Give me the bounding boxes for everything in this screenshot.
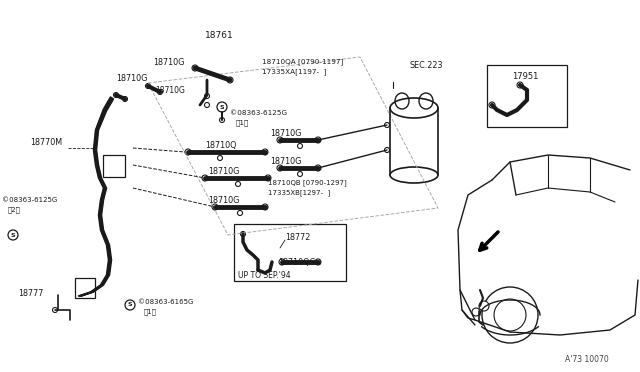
Text: 18772: 18772 xyxy=(285,232,310,241)
Circle shape xyxy=(315,259,321,265)
Text: 18710G: 18710G xyxy=(153,58,184,67)
Circle shape xyxy=(298,171,303,176)
Text: S: S xyxy=(128,302,132,308)
Circle shape xyxy=(262,204,268,210)
Text: ©08363-6165G: ©08363-6165G xyxy=(138,299,193,305)
Text: （2）: （2） xyxy=(8,207,21,213)
Text: S: S xyxy=(220,105,224,109)
Text: 18710G: 18710G xyxy=(155,86,185,94)
Circle shape xyxy=(202,175,208,181)
Circle shape xyxy=(205,103,209,108)
Circle shape xyxy=(125,300,135,310)
Circle shape xyxy=(220,118,225,122)
Bar xyxy=(234,224,346,281)
Circle shape xyxy=(262,149,268,155)
Text: 18761: 18761 xyxy=(205,31,234,39)
Circle shape xyxy=(479,301,489,311)
Circle shape xyxy=(185,149,191,155)
Text: 18710G: 18710G xyxy=(116,74,147,83)
Text: 18710G: 18710G xyxy=(270,157,301,166)
Circle shape xyxy=(157,90,163,94)
Circle shape xyxy=(113,93,118,97)
Circle shape xyxy=(236,182,241,186)
Text: 18710G: 18710G xyxy=(208,167,239,176)
Text: 17335XA[1197-  ]: 17335XA[1197- ] xyxy=(262,68,326,76)
Circle shape xyxy=(122,96,127,102)
Circle shape xyxy=(277,165,283,171)
Circle shape xyxy=(52,308,58,312)
Circle shape xyxy=(237,211,243,215)
Circle shape xyxy=(489,102,495,108)
Text: ©08363-6125G: ©08363-6125G xyxy=(230,110,287,116)
Text: 18710QC: 18710QC xyxy=(278,257,315,266)
Text: SEC.223: SEC.223 xyxy=(410,61,444,70)
Circle shape xyxy=(279,259,285,265)
Text: 17335XB[1297-  ]: 17335XB[1297- ] xyxy=(268,190,330,196)
Circle shape xyxy=(277,137,283,143)
Circle shape xyxy=(315,137,321,143)
Circle shape xyxy=(385,148,390,153)
Circle shape xyxy=(315,165,321,171)
Circle shape xyxy=(472,308,480,316)
Circle shape xyxy=(217,102,227,112)
Circle shape xyxy=(227,77,233,83)
Circle shape xyxy=(517,82,523,88)
Text: 18710QB [0790-1297]: 18710QB [0790-1297] xyxy=(268,180,347,186)
Bar xyxy=(103,155,125,177)
Bar xyxy=(487,65,567,127)
Text: 18710Q: 18710Q xyxy=(205,141,237,150)
Circle shape xyxy=(145,83,150,89)
Text: A'73 10070: A'73 10070 xyxy=(565,356,609,365)
Circle shape xyxy=(218,155,223,160)
Text: （1）: （1） xyxy=(236,120,250,126)
Circle shape xyxy=(298,144,303,148)
Text: 17951: 17951 xyxy=(512,71,538,80)
Text: （1）: （1） xyxy=(144,309,157,315)
Circle shape xyxy=(8,230,18,240)
Text: 18710G: 18710G xyxy=(270,128,301,138)
Circle shape xyxy=(241,231,246,237)
Text: 18777: 18777 xyxy=(18,289,44,298)
Circle shape xyxy=(205,93,209,99)
Text: S: S xyxy=(11,232,15,237)
Text: 18770M: 18770M xyxy=(30,138,62,147)
Text: 18710G: 18710G xyxy=(208,196,239,205)
Text: 18710QA [0790-1197]: 18710QA [0790-1197] xyxy=(262,59,343,65)
Text: ©08363-6125G: ©08363-6125G xyxy=(2,197,57,203)
Circle shape xyxy=(212,204,218,210)
Circle shape xyxy=(385,122,390,128)
Text: UP TO SEP.'94: UP TO SEP.'94 xyxy=(238,272,291,280)
Circle shape xyxy=(265,175,271,181)
Bar xyxy=(75,278,95,298)
Circle shape xyxy=(192,65,198,71)
